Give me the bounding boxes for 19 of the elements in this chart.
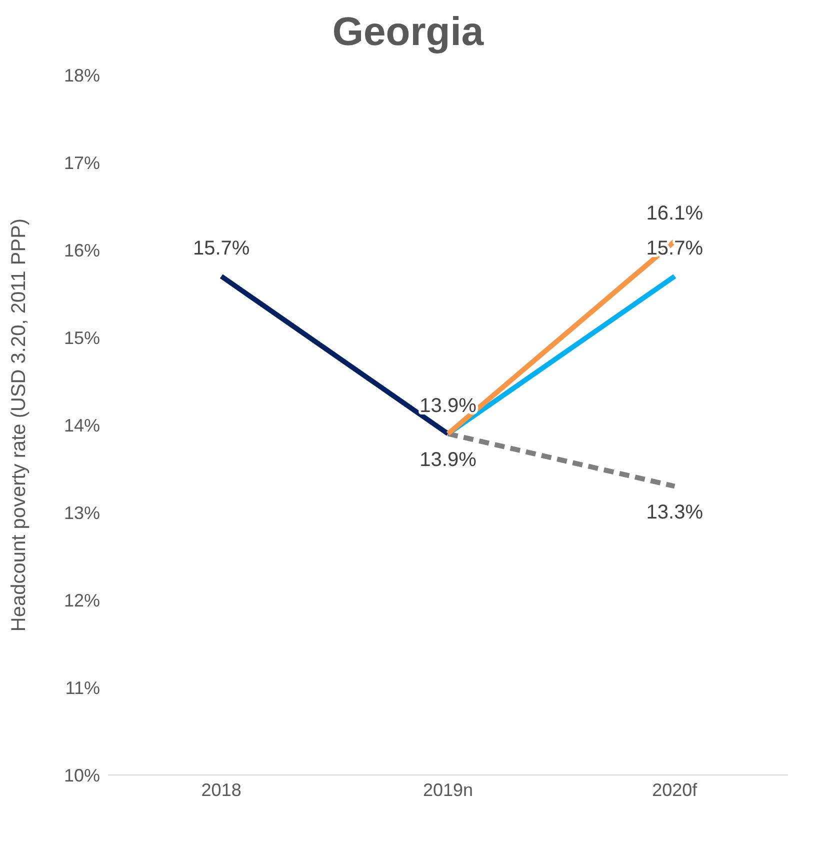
y-tick-label: 11%	[65, 678, 100, 698]
y-tick-label: 15%	[64, 328, 100, 348]
y-tick-label: 18%	[64, 65, 100, 86]
data-label: 15.7%	[192, 237, 250, 260]
data-label: 13.3%	[646, 501, 704, 524]
data-label: 16.1%	[646, 202, 704, 224]
chart-title: Georgia	[331, 10, 485, 55]
data-label: 13.9%	[420, 448, 477, 471]
y-axis-title: Headcount poverty rate (USD 3.20, 2011 PPP)	[8, 218, 30, 632]
y-tick-label: 13%	[64, 502, 100, 523]
y-tick-label: 12%	[64, 590, 100, 610]
data-label: 13.9%	[420, 394, 477, 417]
y-tick-label: 16%	[64, 240, 100, 260]
y-tick-label: 17%	[64, 152, 100, 173]
x-tick-label: 2020f	[652, 780, 698, 800]
y-tick-label: 10%	[64, 765, 100, 786]
y-tick-label: 14%	[64, 415, 100, 436]
x-tick-label: 2019n	[422, 780, 474, 800]
x-tick-label: 2018	[201, 780, 242, 800]
